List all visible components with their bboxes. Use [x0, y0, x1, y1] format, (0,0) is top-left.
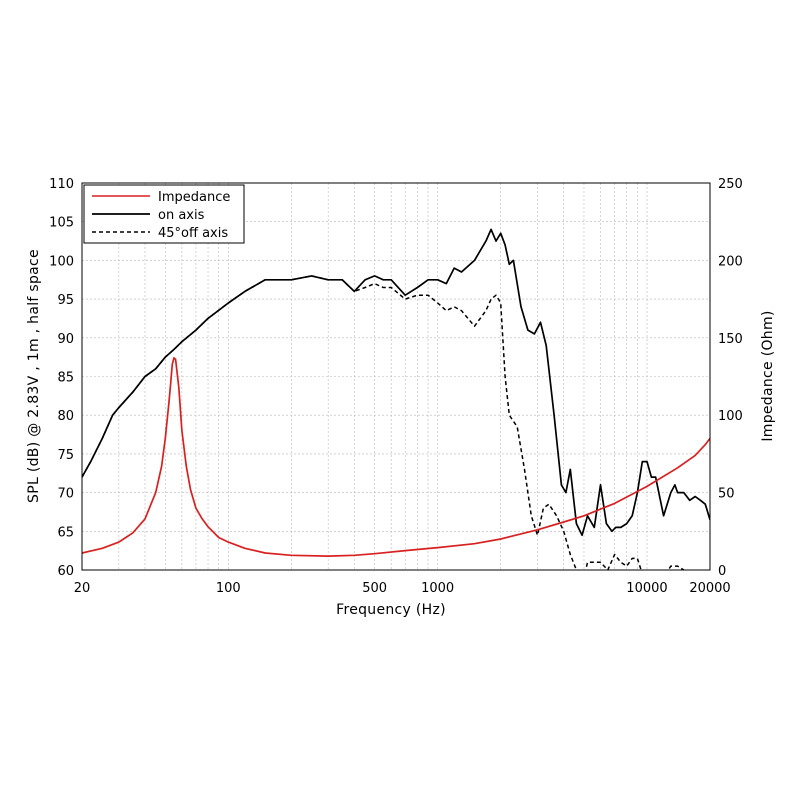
y-left-tick-label: 80: [57, 409, 74, 424]
x-tick-label: 500: [362, 581, 387, 596]
series-line-impedance: [82, 357, 710, 557]
x-axis-label: Frequency (Hz): [336, 602, 446, 618]
legend-label-on-axis: on axis: [158, 208, 205, 223]
y-left-tick-label: 100: [49, 254, 74, 269]
x-tick-label: 1000: [421, 581, 454, 596]
y-right-tick-label: 150: [718, 332, 743, 347]
y-left-tick-label: 90: [57, 332, 74, 347]
series-line-45-off-axis: [82, 275, 686, 570]
series-line-on-axis: [82, 228, 710, 537]
y-left-tick-label: 65: [57, 525, 74, 540]
y-left-tick-label: 60: [57, 564, 74, 579]
y-right-tick-label: 200: [718, 254, 743, 269]
y-left-tick-label: 70: [57, 487, 74, 502]
tick-labels: 20 100 500 1000 10000 20000606570758085909510…: [49, 177, 743, 596]
x-tick-label: 100: [216, 581, 241, 596]
y-right-tick-label: 250: [718, 177, 743, 192]
x-tick-label: 20: [74, 581, 91, 596]
x-tick-label: 20000: [689, 581, 730, 596]
y-axis-left-label: SPL (dB) @ 2.83V , 1m , half space: [26, 249, 42, 503]
y-left-tick-label: 75: [57, 448, 74, 463]
y-right-tick-label: 0: [718, 564, 726, 579]
series-layer: [82, 228, 710, 570]
y-right-tick-label: 50: [718, 487, 735, 502]
y-left-tick-label: 110: [49, 177, 74, 192]
legend-label-off-axis: 45°off axis: [158, 226, 228, 241]
legend-label-impedance: Impedance: [158, 190, 230, 205]
y-left-tick-label: 105: [49, 216, 74, 231]
legend: Impedance on axis 45°off axis: [83, 184, 245, 244]
y-left-tick-label: 85: [57, 371, 74, 386]
y-right-tick-label: 100: [718, 409, 743, 424]
y-axis-right-label: Impedance (Ohm): [760, 310, 776, 441]
plot-frame: [81, 182, 711, 571]
x-tick-label: 10000: [626, 581, 667, 596]
y-left-tick-label: 95: [57, 293, 74, 308]
